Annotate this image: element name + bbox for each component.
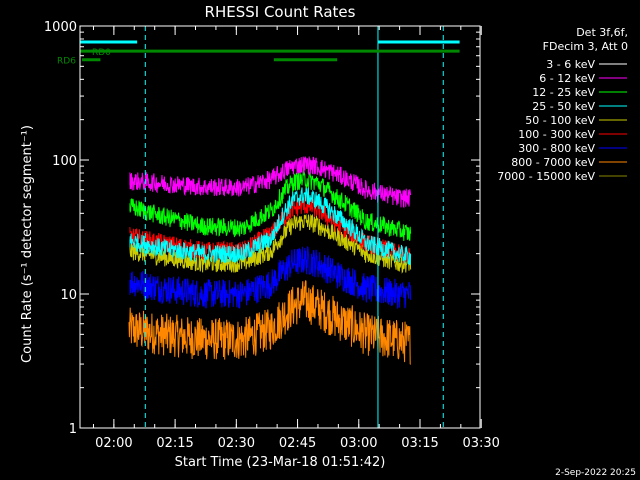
y-tick-label: 1: [69, 422, 77, 437]
y-axis-label: Count Rate (s⁻¹ detector segment⁻¹): [20, 125, 35, 363]
legend-entry-label: 3 - 6 keV: [546, 58, 595, 71]
x-tick-label: 02:45: [279, 436, 316, 451]
x-tick-label: 02:30: [218, 436, 255, 451]
legend-entry-label: 300 - 800 keV: [518, 142, 595, 155]
series-line-1: [128, 156, 412, 209]
series-line-6: [128, 245, 412, 309]
axes: 1 10 100 1000 02:00 02:15 02:30 02:45 03:00 03:15…: [44, 20, 500, 451]
legend-header-line: Det 3f,6f,: [576, 26, 628, 39]
y-tick-label: 1000: [44, 20, 77, 35]
x-tick-label: 03:15: [401, 436, 438, 451]
x-tick-label: 02:00: [95, 436, 132, 451]
footer-date: 2-Sep-2022 20:25: [555, 468, 636, 478]
series-line-4: [128, 213, 412, 274]
legend-entry-label: 800 - 7000 keV: [511, 156, 595, 169]
legend-entry-label: 50 - 100 keV: [525, 114, 595, 127]
y-tick-label: 10: [60, 288, 77, 303]
x-axis-label: Start Time (23-Mar-18 01:51:42): [175, 455, 386, 470]
x-tick-label: 03:30: [462, 436, 499, 451]
y-tick-label: 100: [52, 154, 77, 169]
legend-entry-label: 7000 - 15000 keV: [497, 170, 595, 183]
state-bar-label-1: RD0: [92, 48, 111, 58]
x-tick-label: 03:00: [340, 436, 377, 451]
chart-title: RHESSI Count Rates: [205, 3, 356, 21]
series-line-2: [128, 170, 412, 242]
legend-entry-label: 12 - 25 keV: [532, 86, 595, 99]
legend-entry-label: 100 - 300 keV: [518, 128, 595, 141]
legend-header-line: FDecim 3, Att 0: [543, 40, 628, 53]
data-layer: [80, 26, 460, 428]
series-line-7: [128, 280, 411, 365]
legend-entry-label: 6 - 12 keV: [539, 72, 595, 85]
x-tick-label: 02:15: [156, 436, 193, 451]
plot-frame: [79, 25, 481, 429]
state-bar-label-2: RD6: [57, 57, 76, 67]
series-line-3: [128, 187, 412, 266]
legend-entry-label: 25 - 50 keV: [532, 100, 595, 113]
plot-area: RD0 RD6: [57, 26, 460, 428]
